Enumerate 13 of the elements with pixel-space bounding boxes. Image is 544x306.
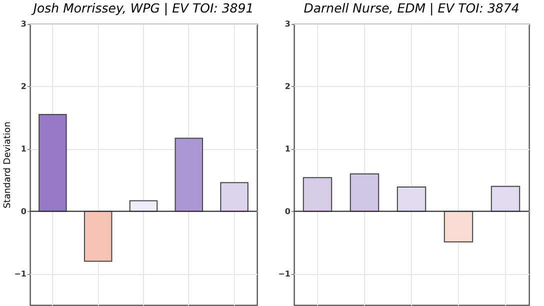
y-tick-label: 1 xyxy=(20,144,27,154)
y-tick-label: −1 xyxy=(278,269,291,278)
y-axis-title: Standard Deviation xyxy=(3,122,14,208)
chart-title: Josh Morrissey, WPG | EV TOI: 3891 xyxy=(30,0,254,16)
y-tick-label: 0 xyxy=(20,206,27,216)
chart-title: Darnell Nurse, EDM | EV TOI: 3874 xyxy=(304,0,520,16)
y-tick-label: 0 xyxy=(284,206,291,216)
y-tick-label: 3 xyxy=(20,20,26,28)
y-tick-label: 1 xyxy=(284,144,291,154)
y-tick-label: 2 xyxy=(284,82,290,91)
y-tick-label: 2 xyxy=(20,82,26,91)
y-tick-label: −1 xyxy=(14,269,27,278)
y-tick-label: 3 xyxy=(284,20,290,28)
